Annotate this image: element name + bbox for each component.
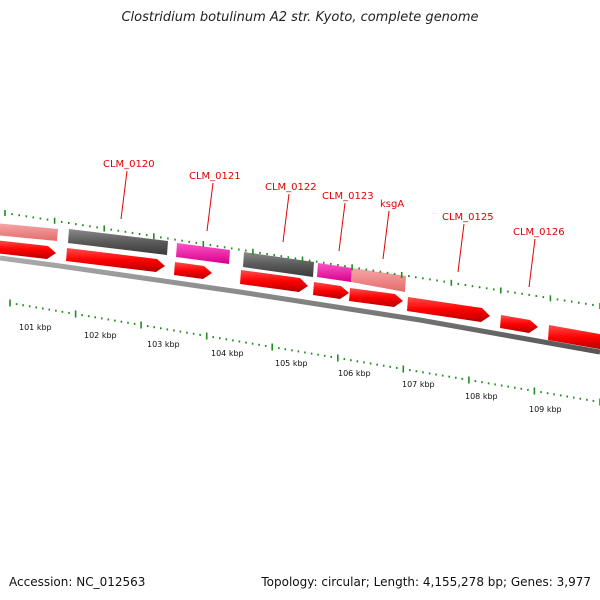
kbp-label-109: 109 kbp [529,405,562,414]
gene-label-clm0123: CLM_0123 [322,191,374,202]
gene-arrow-left-fragment[interactable] [0,240,56,259]
kbp-label-101: 101 kbp [19,323,52,332]
gene-block-clm0121[interactable] [176,243,230,264]
leader-line-clm0121 [206,182,214,232]
genome-backbone [0,255,600,355]
lower-tick-row [9,299,600,406]
gene-label-ksga: ksgA [380,199,404,210]
gene-label-clm0125: CLM_0125 [442,212,494,223]
gene-arrow-clm0121[interactable] [174,262,212,279]
leader-line-clm0125 [457,223,465,273]
gene-arrow-clm0126[interactable] [500,315,538,333]
gene-label-clm0122: CLM_0122 [265,182,317,193]
gene-arrow-ksga[interactable] [349,288,403,307]
accession-text: Accession: NC_012563 [9,575,146,589]
topology-text: Topology: circular; Length: 4,155,278 bp… [261,575,591,589]
gene-arrow-clm0122[interactable] [240,270,308,292]
leader-line-clm0122 [282,193,290,243]
map-title: Clostridium botulinum A2 str. Kyoto, com… [121,10,479,25]
kbp-label-102: 102 kbp [84,331,117,340]
kbp-label-105: 105 kbp [275,359,308,368]
gene-arrow-clm0125[interactable] [407,297,490,322]
gene-arrow-right-fragment[interactable] [548,325,600,350]
gene-block-clm0122[interactable] [243,252,314,277]
gene-block-clm0123[interactable] [317,263,352,282]
kbp-label-107: 107 kbp [402,380,435,389]
upper-tick-row [4,210,600,309]
gene-label-clm0121: CLM_0121 [189,171,241,182]
leader-line-clm0120 [120,170,128,220]
kbp-label-103: 103 kbp [147,340,180,349]
kbp-label-106: 106 kbp [338,369,371,378]
gene-label-clm0120: CLM_0120 [103,159,155,170]
kbp-label-104: 104 kbp [211,349,244,358]
gene-label-clm0126: CLM_0126 [513,227,565,238]
leader-line-ksga [382,210,390,260]
gene-block-clm0120[interactable] [68,229,168,255]
gene-arrow-clm0120[interactable] [66,248,165,272]
leader-line-clm0123 [338,202,346,252]
gene-block-pink-left[interactable] [0,223,58,241]
gene-block-ksga[interactable] [351,268,406,292]
leader-line-clm0126 [528,238,536,288]
kbp-label-108: 108 kbp [465,392,498,401]
gene-arrow-clm0123[interactable] [313,282,349,299]
